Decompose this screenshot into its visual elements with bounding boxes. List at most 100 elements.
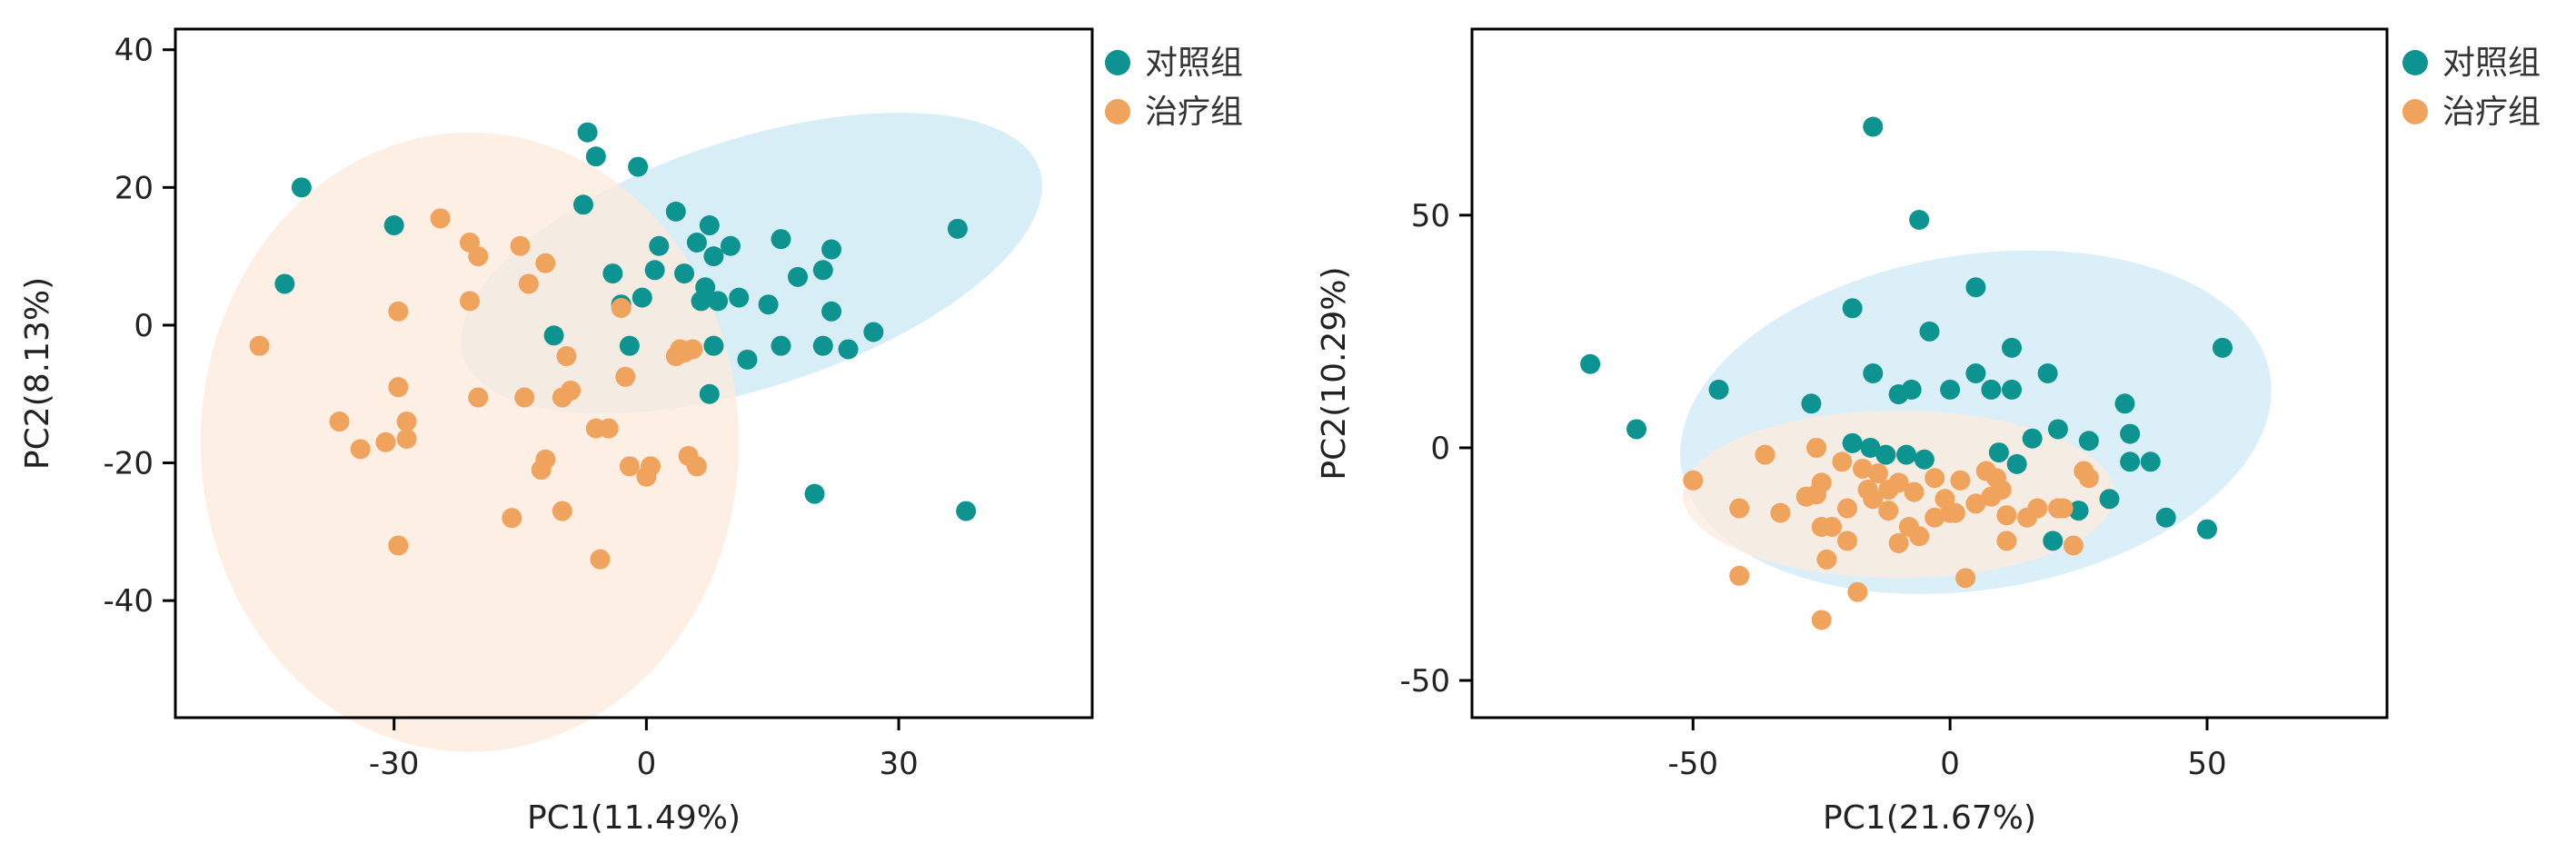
data-point-control <box>543 325 564 346</box>
data-point-control <box>686 232 707 253</box>
x-tick-label: -50 <box>1667 746 1718 782</box>
data-point-control <box>1863 363 1884 383</box>
y-tick-label: -50 <box>1399 663 1450 699</box>
data-point-treatment <box>1795 486 1816 507</box>
data-point-control <box>2212 337 2233 358</box>
data-point-treatment <box>1836 498 1857 519</box>
x-tick-label: 30 <box>879 746 918 782</box>
legend-marker-control <box>2402 50 2428 75</box>
data-point-control <box>1965 277 1986 298</box>
data-point-treatment <box>682 339 703 360</box>
data-point-control <box>947 218 968 239</box>
data-point-control <box>812 335 833 356</box>
data-point-treatment <box>1816 549 1837 570</box>
data-point-control <box>2022 428 2043 449</box>
data-point-control <box>699 383 720 404</box>
y-tick-label: -40 <box>103 583 154 620</box>
data-point-control <box>572 194 593 215</box>
data-point-control <box>2002 337 2023 358</box>
data-point-treatment <box>1729 565 1750 586</box>
y-tick-label: 0 <box>1430 431 1450 467</box>
data-point-control <box>1896 444 1917 465</box>
data-point-treatment <box>430 208 451 229</box>
data-point-control <box>2099 489 2120 510</box>
data-point-control <box>737 349 758 370</box>
data-point-control <box>804 483 825 504</box>
data-point-treatment <box>535 253 556 273</box>
pca-plot-right: -50 0 50 50 0 -50 PC1(21.67%) PC2(10.29%) 对照… <box>1316 27 2541 837</box>
data-point-treatment <box>388 301 409 322</box>
data-point-treatment <box>388 377 409 398</box>
data-point-treatment <box>388 535 409 556</box>
data-point-treatment <box>1878 480 1899 501</box>
data-point-treatment <box>350 439 371 460</box>
data-point-control <box>788 266 809 287</box>
y-axis-title: PC2(8.13%) <box>19 277 56 470</box>
data-point-control <box>1909 209 1930 230</box>
data-point-control <box>1580 353 1601 374</box>
plot-frame <box>1470 27 2389 719</box>
y-tick-label: 50 <box>1411 198 1450 234</box>
data-point-control <box>1626 419 1647 440</box>
x-tick-label: 0 <box>637 746 657 782</box>
data-point-control <box>1860 437 1881 458</box>
x-axis: -50 0 50 <box>1667 718 2227 782</box>
data-point-control <box>577 122 598 143</box>
data-point-treatment <box>1867 463 1888 484</box>
y-tick-label: 0 <box>134 308 154 344</box>
data-point-control <box>2078 431 2099 451</box>
data-point-treatment <box>510 235 531 256</box>
data-point-control <box>720 235 741 256</box>
data-point-control <box>274 273 295 294</box>
data-point-control <box>383 215 404 236</box>
data-point-control <box>708 291 729 312</box>
data-point-control <box>821 301 842 322</box>
legend: 对照组 治疗组 <box>2402 45 2541 131</box>
data-point-control <box>758 294 779 315</box>
data-point-treatment <box>1888 532 1909 553</box>
data-point-treatment <box>2053 498 2074 519</box>
data-point-control <box>703 246 724 267</box>
y-tick-label: -20 <box>103 446 154 482</box>
data-point-treatment <box>502 508 522 529</box>
data-point-control <box>1842 432 1863 453</box>
data-point-control <box>771 335 791 356</box>
scatter-points <box>1580 116 2233 630</box>
legend-marker-control <box>1105 50 1130 75</box>
confidence-ellipses <box>1680 250 2272 594</box>
data-point-treatment <box>329 412 350 432</box>
x-tick-label: 50 <box>2187 746 2226 782</box>
data-point-treatment <box>1847 581 1868 602</box>
data-point-control <box>729 287 750 308</box>
data-point-treatment <box>1836 531 1857 551</box>
plot-frame <box>174 27 1094 719</box>
legend: 对照组 治疗组 <box>1105 45 1243 131</box>
data-point-treatment <box>1981 486 2002 507</box>
data-point-treatment <box>1683 470 1704 491</box>
data-point-treatment <box>531 460 552 481</box>
data-point-treatment <box>590 549 611 570</box>
data-point-treatment <box>514 387 535 408</box>
data-point-treatment <box>1811 610 1832 630</box>
data-point-control <box>2002 379 2023 400</box>
data-point-control <box>674 263 695 284</box>
data-point-control <box>2120 423 2141 444</box>
scatter-points <box>249 122 977 570</box>
data-point-treatment <box>1755 444 1775 465</box>
confidence-ellipses <box>200 113 1042 752</box>
data-point-control <box>1914 449 1934 470</box>
data-point-treatment <box>552 387 572 408</box>
pca-plot-left: -30 0 30 40 20 0 -20 -40 PC1(11.49%) PC2(8.13%… <box>19 27 1243 837</box>
data-point-treatment <box>1925 468 1945 489</box>
data-point-control <box>1842 298 1863 319</box>
data-point-treatment <box>2027 498 2048 519</box>
data-point-control <box>699 215 720 236</box>
data-point-treatment <box>1944 502 1965 523</box>
legend-label-control: 对照组 <box>2442 45 2541 82</box>
data-point-treatment <box>1925 507 1945 528</box>
ellipse-treatment <box>200 132 740 752</box>
y-axis: 50 0 -50 <box>1399 198 1472 699</box>
data-point-control <box>1981 379 2002 400</box>
data-point-treatment <box>1955 568 1976 589</box>
data-point-treatment <box>552 501 572 521</box>
